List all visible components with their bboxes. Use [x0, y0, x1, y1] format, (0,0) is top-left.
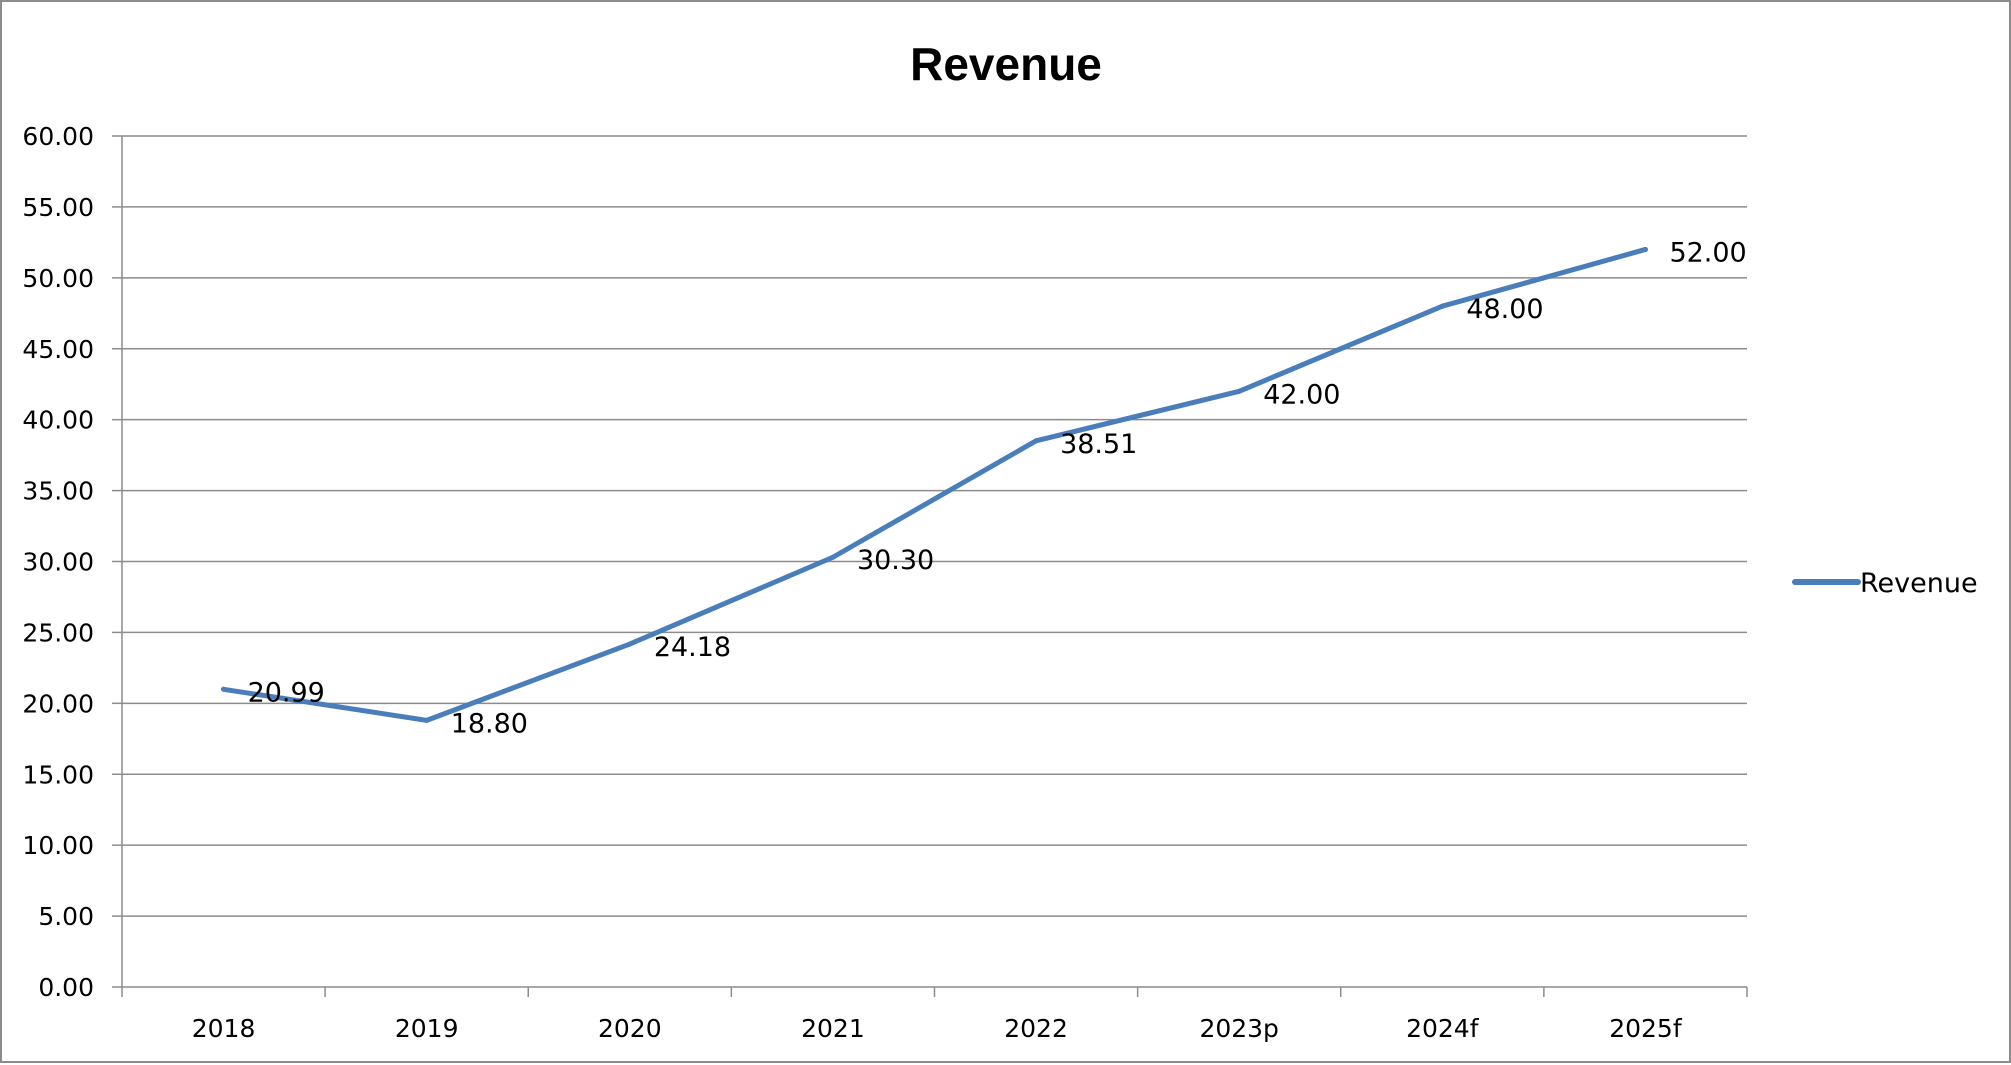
x-tick-label: 2021 — [801, 1014, 865, 1043]
x-axis-tick-labels: 2018 2019 2020 2021 2022 2023p 2024f 2025f — [192, 1014, 1683, 1043]
y-axis-tick-labels: 0.00 5.00 10.00 15.00 20.00 25.00 30.00 35.00 40… — [22, 122, 94, 1002]
data-point — [627, 641, 633, 647]
x-tick-label: 2022 — [1004, 1014, 1068, 1043]
x-tick-label: 2024f — [1406, 1014, 1480, 1043]
y-tick-label: 5.00 — [38, 902, 94, 931]
y-tick-label: 20.00 — [22, 689, 94, 718]
data-point — [424, 717, 430, 723]
data-point — [1439, 303, 1445, 309]
axes — [112, 135, 1748, 997]
data-point — [1033, 438, 1039, 444]
gridlines — [122, 135, 1747, 917]
y-tick-label: 35.00 — [22, 477, 94, 506]
data-label: 52.00 — [1669, 237, 1746, 268]
y-tick-label: 60.00 — [22, 122, 94, 151]
y-tick-label: 30.00 — [22, 548, 94, 577]
y-tick-label: 10.00 — [22, 831, 94, 860]
x-tick-label: 2018 — [192, 1014, 256, 1043]
y-tick-label: 0.00 — [38, 973, 94, 1002]
data-point — [1236, 388, 1242, 394]
data-label: 30.30 — [857, 545, 934, 576]
y-tick-label: 15.00 — [22, 760, 94, 789]
data-label: 20.99 — [248, 677, 325, 708]
data-label: 42.00 — [1263, 379, 1340, 410]
series-lines — [221, 246, 1648, 723]
x-tick-label: 2019 — [395, 1014, 459, 1043]
legend: Revenue — [1792, 568, 1978, 599]
y-tick-label: 50.00 — [22, 264, 94, 293]
y-tick-label: 25.00 — [22, 618, 94, 647]
y-tick-label: 55.00 — [22, 193, 94, 222]
data-point — [221, 686, 227, 692]
chart-title: Revenue — [910, 38, 1102, 90]
x-tick-label: 2025f — [1609, 1014, 1683, 1043]
x-tick-label: 2023p — [1199, 1014, 1279, 1043]
y-tick-label: 45.00 — [22, 335, 94, 364]
series-line-revenue — [221, 246, 1648, 723]
legend-label-revenue: Revenue — [1860, 568, 1978, 599]
x-tick-label: 2020 — [598, 1014, 662, 1043]
data-point — [830, 554, 836, 560]
data-label: 24.18 — [654, 632, 731, 663]
data-labels: 20.99 18.80 24.18 30.30 38.51 42.00 48.00 52.00 — [248, 237, 1747, 739]
y-tick-label: 40.00 — [22, 406, 94, 435]
data-label: 18.80 — [451, 708, 528, 739]
data-point — [1642, 246, 1648, 252]
data-label: 38.51 — [1060, 429, 1137, 460]
data-label: 48.00 — [1466, 294, 1543, 325]
